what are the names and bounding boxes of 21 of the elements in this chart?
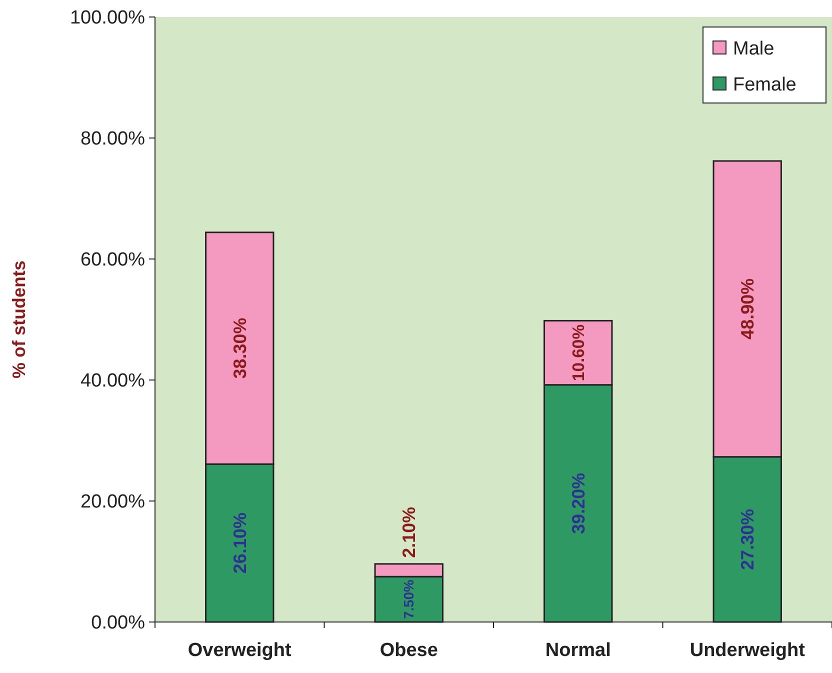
y-tick-label: 60.00% [80, 250, 146, 271]
legend-label: Female [733, 74, 796, 96]
y-axis-title: % of students [9, 260, 29, 379]
y-tick-label: 0.00% [91, 612, 146, 634]
data-label: 10.60% [568, 324, 588, 382]
data-label: 48.90% [738, 278, 758, 340]
x-tick-label: Overweight [188, 640, 292, 661]
data-label: 26.10% [230, 512, 250, 574]
data-label: 7.50% [402, 580, 417, 619]
y-tick-label: 100.00% [70, 8, 146, 29]
legend-label: Male [733, 38, 774, 60]
data-label: 39.20% [568, 472, 588, 534]
data-label: 27.30% [738, 508, 758, 570]
y-tick-label: 40.00% [80, 370, 146, 392]
x-tick-label: Underweight [690, 640, 806, 661]
y-tick-label: 80.00% [80, 128, 146, 150]
y-tick-label: 20.00% [80, 492, 146, 513]
x-tick-label: Obese [380, 640, 438, 661]
x-tick-label: Normal [545, 640, 611, 661]
data-label: 38.30% [230, 318, 250, 379]
data-label: 2.10% [399, 506, 420, 558]
